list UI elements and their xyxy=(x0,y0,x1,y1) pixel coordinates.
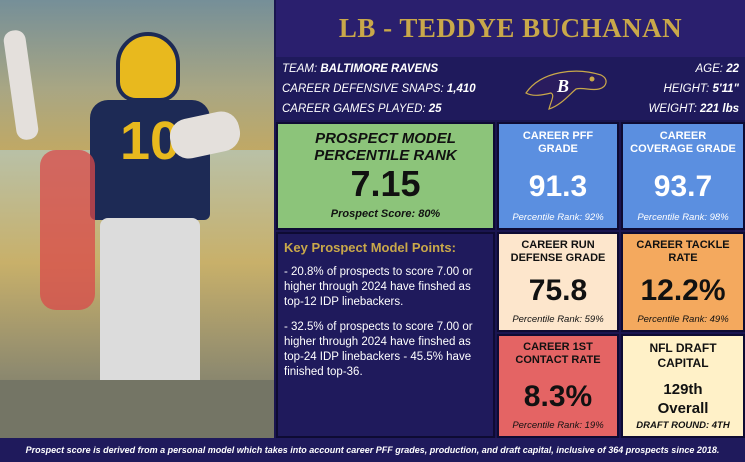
prospect-value: 7.15 xyxy=(350,163,421,204)
player-info: TEAM: BALTIMORE RAVENS CAREER DEFENSIVE … xyxy=(276,57,745,120)
helmet xyxy=(116,32,180,102)
draft-capital-card: NFL DRAFT CAPITAL 129th Overall DRAFT RO… xyxy=(621,334,745,438)
run-defense-card: CAREER RUN DEFENSE GRADE 75.8 Percentile… xyxy=(497,232,619,332)
weight-value: 221 lbs xyxy=(700,103,739,115)
pff-grade-value: 91.3 xyxy=(528,170,588,203)
field-turf xyxy=(0,380,274,438)
background-player xyxy=(40,150,95,310)
games-label: CAREER GAMES PLAYED: xyxy=(282,103,426,115)
first-contact-title: CAREER 1ST CONTACT RATE xyxy=(515,341,601,366)
first-contact-card: CAREER 1ST CONTACT RATE 8.3% Percentile … xyxy=(497,334,619,438)
age-line: AGE: 22 xyxy=(696,63,739,75)
key-point-1: - 20.8% of prospects to score 7.00 or hi… xyxy=(284,266,473,308)
pff-grade-title: CAREER PFF GRADE xyxy=(522,130,594,155)
svg-text:B: B xyxy=(556,76,569,96)
team-label: TEAM: xyxy=(282,63,318,75)
run-defense-title: CAREER RUN DEFENSE GRADE xyxy=(510,239,606,264)
draft-round: DRAFT ROUND: 4TH xyxy=(636,420,730,431)
height-value: 5'11" xyxy=(712,83,739,95)
key-point-2: - 32.5% of prospects to score 7.00 or hi… xyxy=(284,321,473,378)
key-points-panel: Key Prospect Model Points: - 20.8% of pr… xyxy=(276,232,495,438)
coverage-grade-value: 93.7 xyxy=(653,170,713,203)
prospect-title: PROSPECT MODEL PERCENTILE RANK xyxy=(314,130,457,164)
weight-line: WEIGHT: 221 lbs xyxy=(648,103,739,115)
games-line: CAREER GAMES PLAYED: 25 xyxy=(282,103,442,115)
first-contact-value: 8.3% xyxy=(523,380,593,413)
player-photo: 10 xyxy=(0,0,274,438)
pff-grade-card: CAREER PFF GRADE 91.3 Percentile Rank: 9… xyxy=(497,122,619,230)
page-title: LB - TEDDYE BUCHANAN xyxy=(276,0,745,57)
draft-capital-value: 129th Overall xyxy=(657,381,709,417)
weight-label: WEIGHT: xyxy=(648,103,697,115)
draft-capital-title: NFL DRAFT CAPITAL xyxy=(649,341,717,370)
tackle-rate-title: CAREER TACKLE RATE xyxy=(636,239,730,264)
prospect-score: Prospect Score: 80% xyxy=(330,208,441,220)
height-label: HEIGHT: xyxy=(663,83,710,95)
snaps-value: 1,410 xyxy=(446,83,476,95)
pants xyxy=(100,218,200,398)
age-value: 22 xyxy=(726,63,739,75)
tackle-rate-percentile: Percentile Rank: 49% xyxy=(637,314,729,325)
games-value: 25 xyxy=(428,103,442,115)
snaps-label: CAREER DEFENSIVE SNAPS: xyxy=(282,83,444,95)
team-line: TEAM: BALTIMORE RAVENS xyxy=(282,63,438,75)
first-contact-percentile: Percentile Rank: 19% xyxy=(512,420,604,431)
tackle-rate-card: CAREER TACKLE RATE 12.2% Percentile Rank… xyxy=(621,232,745,332)
footer-note: Prospect score is derived from a persona… xyxy=(0,438,745,462)
coverage-grade-card: CAREER COVERAGE GRADE 93.7 Percentile Ra… xyxy=(621,122,745,230)
tackle-rate-value: 12.2% xyxy=(640,274,726,307)
team-value: BALTIMORE RAVENS xyxy=(320,63,439,75)
pff-grade-percentile: Percentile Rank: 92% xyxy=(512,212,604,223)
key-points-title: Key Prospect Model Points: xyxy=(284,240,456,255)
coverage-grade-title: CAREER COVERAGE GRADE xyxy=(630,130,736,155)
height-line: HEIGHT: 5'11" xyxy=(663,83,739,95)
age-label: AGE: xyxy=(695,63,723,75)
run-defense-value: 75.8 xyxy=(528,274,588,307)
snaps-line: CAREER DEFENSIVE SNAPS: 1,410 xyxy=(282,83,476,95)
prospect-model-card: PROSPECT MODEL PERCENTILE RANK 7.15 Pros… xyxy=(276,122,495,230)
coverage-grade-percentile: Percentile Rank: 98% xyxy=(637,212,729,223)
run-defense-percentile: Percentile Rank: 59% xyxy=(512,314,604,325)
ravens-logo: B xyxy=(525,70,607,110)
